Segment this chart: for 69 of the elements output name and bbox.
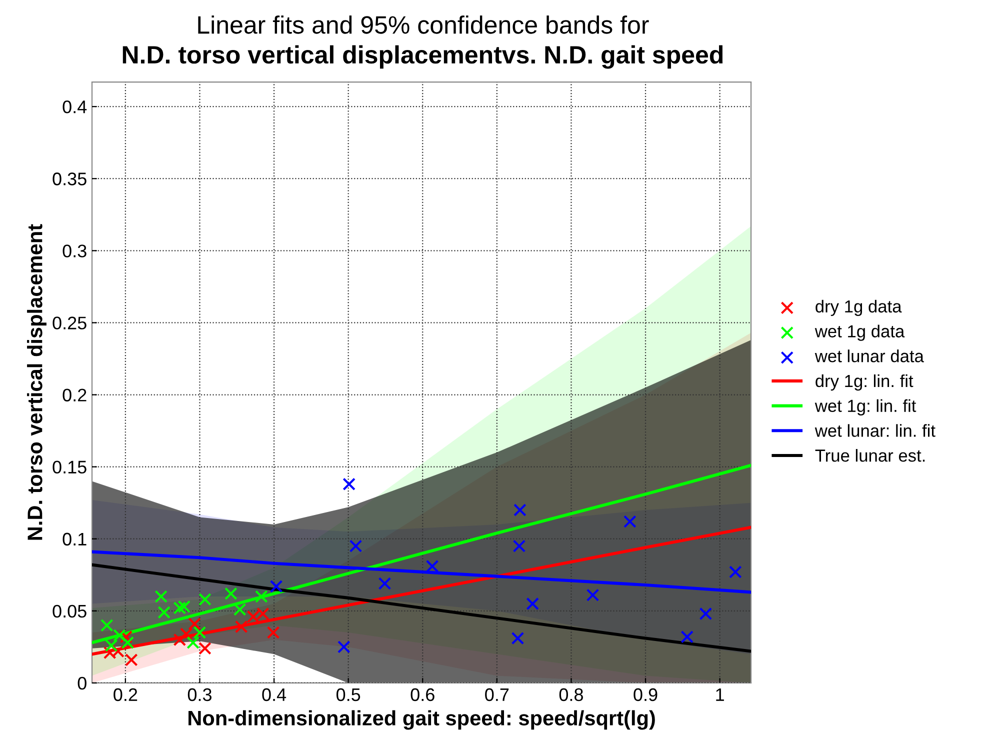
legend-label: dry 1g data bbox=[816, 300, 902, 316]
point bbox=[349, 540, 362, 552]
line-series bbox=[92, 550, 752, 594]
chart-subtitle: N.D. torso vertical displacementvs. N.D. gait speed bbox=[122, 45, 723, 69]
x-tick-label: 0.6 bbox=[410, 688, 434, 702]
point bbox=[121, 636, 134, 650]
point bbox=[186, 636, 200, 650]
y-tick-label: 0.1 bbox=[62, 532, 86, 546]
legend-label: True lunar est. bbox=[815, 449, 925, 462]
point bbox=[526, 597, 540, 610]
point bbox=[224, 587, 238, 600]
y-tick-label: 0.2 bbox=[62, 388, 86, 402]
x-tick-label: 1 bbox=[716, 688, 724, 701]
y-tick-label: 0.35 bbox=[52, 172, 86, 186]
point bbox=[623, 515, 636, 528]
point bbox=[512, 540, 526, 552]
y-tick-label: 0 bbox=[78, 676, 86, 690]
point bbox=[233, 603, 246, 616]
point bbox=[120, 630, 133, 644]
point bbox=[154, 590, 168, 603]
legend-label: dry 1g: lin. fit bbox=[816, 374, 914, 391]
point bbox=[234, 620, 248, 634]
point bbox=[113, 628, 126, 642]
x-tick-label: 0.3 bbox=[188, 688, 212, 702]
point bbox=[266, 626, 280, 639]
point bbox=[198, 592, 212, 606]
point bbox=[699, 607, 712, 620]
point bbox=[378, 577, 392, 590]
point bbox=[254, 590, 268, 603]
point bbox=[198, 642, 212, 655]
y-tick-label: 0.05 bbox=[52, 604, 86, 618]
line-series bbox=[92, 563, 752, 653]
point bbox=[188, 617, 201, 630]
point bbox=[586, 588, 600, 602]
point bbox=[426, 560, 439, 573]
x-tick-label: 0.7 bbox=[485, 688, 509, 702]
point bbox=[514, 504, 526, 516]
legend-label: wet 1g data bbox=[814, 324, 905, 341]
point bbox=[173, 633, 186, 646]
point bbox=[728, 566, 742, 578]
legend-label: wet lunar: lin. fit bbox=[814, 424, 936, 437]
point bbox=[104, 639, 118, 652]
point bbox=[173, 602, 186, 614]
point bbox=[193, 626, 206, 639]
y-axis-title: N.D. torso vertical displacement bbox=[27, 224, 46, 540]
point bbox=[158, 606, 170, 619]
point bbox=[511, 632, 524, 645]
point bbox=[342, 478, 356, 491]
point bbox=[124, 653, 138, 666]
point bbox=[680, 630, 694, 644]
x-tick-label: 0.4 bbox=[262, 688, 286, 702]
x-axis-title: Non-dimensionalized gait speed: speed/sqrt(lg) bbox=[188, 710, 655, 730]
y-tick-label: 0.4 bbox=[62, 100, 87, 114]
point bbox=[337, 640, 350, 654]
point bbox=[100, 618, 114, 632]
legend-label: wet lunar data bbox=[814, 350, 924, 362]
y-tick-label: 0.25 bbox=[52, 316, 86, 330]
x-tick-label: 0.9 bbox=[634, 688, 658, 702]
point bbox=[178, 600, 191, 614]
x-tick-label: 0.8 bbox=[559, 688, 583, 702]
point bbox=[270, 580, 283, 593]
line-series bbox=[92, 526, 752, 656]
legend-label: wet 1g: lin. fit bbox=[814, 399, 916, 416]
point bbox=[180, 628, 193, 640]
x-tick-label: 0.2 bbox=[114, 688, 138, 702]
y-tick-label: 0.3 bbox=[62, 244, 86, 258]
y-tick-label: 0.15 bbox=[52, 460, 86, 474]
x-tick-label: 0.5 bbox=[336, 688, 360, 702]
chart-title: Linear fits and 95% confidence bands for bbox=[198, 15, 649, 34]
